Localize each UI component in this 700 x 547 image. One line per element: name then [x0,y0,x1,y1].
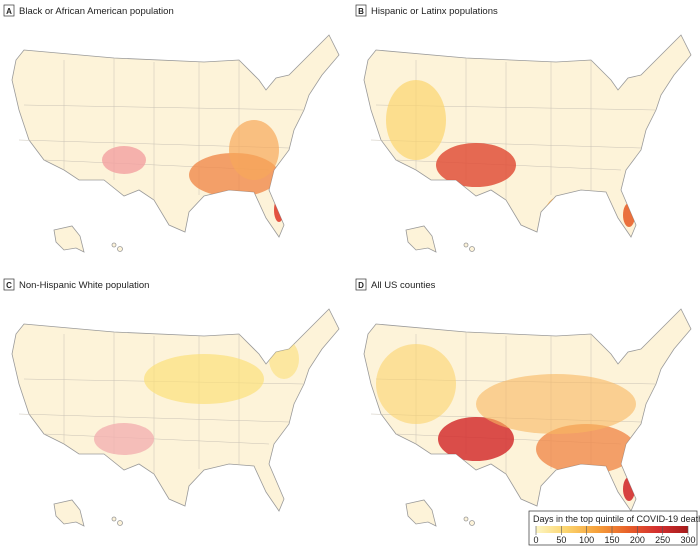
shade-region [536,424,636,474]
legend-tick-label: 150 [604,535,619,545]
map-panel: C Non-Hispanic White population [3,278,339,526]
letter-box [355,278,367,291]
panel-title: Non-Hispanic White population [19,280,149,291]
legend-tick-label: 300 [680,535,695,545]
panel-title: All US counties [371,280,436,291]
us-map [12,35,339,252]
letter-box [3,278,15,291]
shade-region [269,339,299,379]
map-base [12,309,339,526]
legend: Days in the top quintile of COVID-19 dea… [528,510,700,546]
shading [376,344,636,501]
us-map [364,35,691,252]
shade-region [144,354,264,404]
legend-tick-label: 200 [630,535,645,545]
legend-tick-label: 0 [533,535,538,545]
letter-box [3,4,15,17]
map-panel: A Black or African American population [3,4,339,252]
shading [94,339,299,455]
shade-region [438,417,514,461]
panel-letter: A [6,7,12,16]
panels: A Black or African American population B Hi… [3,4,691,526]
panel-letter: C [6,281,12,290]
shade-region [476,374,636,434]
map-panel: B Hispanic or Latinx populations [355,4,691,252]
panel-title: Hispanic or Latinx populations [371,6,498,17]
legend-tick-label: 100 [579,535,594,545]
shade-region [94,423,154,455]
legend-title: Days in the top quintile of COVID-19 dea… [533,514,700,524]
map-base [12,35,339,252]
letter-box [355,4,367,17]
panel-letter: B [358,7,364,16]
us-map [12,309,339,526]
map-panel: D All US counties [355,278,691,526]
shade-region [274,198,284,222]
shade-region [102,146,146,174]
us-map [364,309,691,526]
shade-region [386,80,446,160]
shade-region [623,477,635,501]
legend-tick-label: 250 [655,535,670,545]
shade-region [436,143,516,187]
shade-region [623,203,635,227]
shade-region [376,344,456,424]
shade-region [546,195,586,225]
shading [102,120,284,222]
legend-tick-label: 50 [556,535,566,545]
shade-region [229,120,279,180]
panel-letter: D [358,281,364,290]
panel-title: Black or African American population [19,6,174,17]
